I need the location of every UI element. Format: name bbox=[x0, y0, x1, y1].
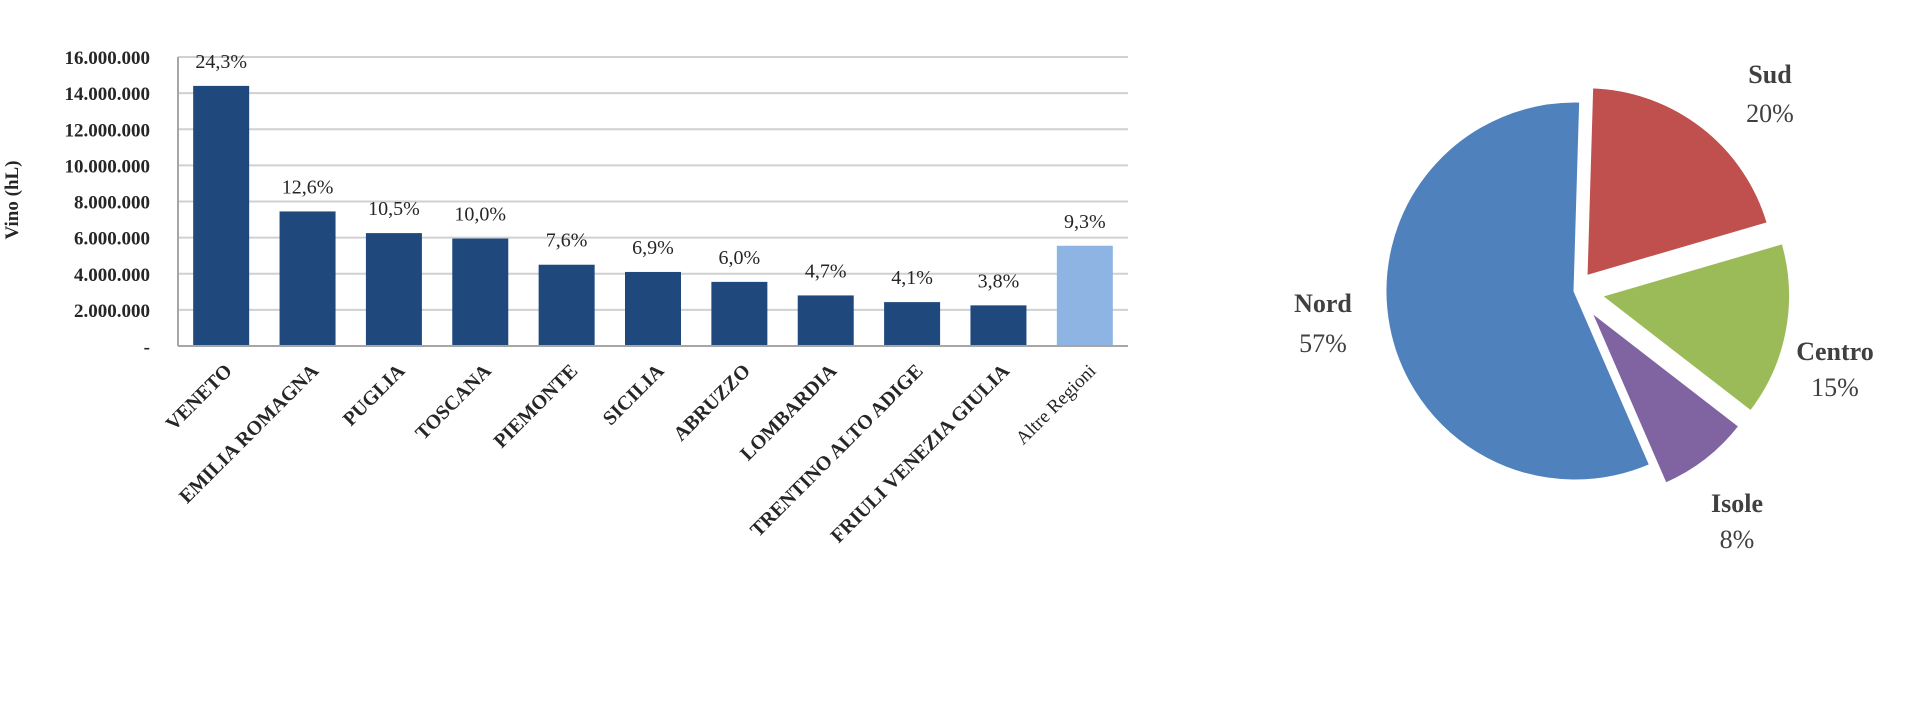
bar-data-label: 6,9% bbox=[632, 237, 674, 259]
bar-chart: - 2.000.000 4.000.000 6.000.000 8.000.000 10.… bbox=[2, 48, 1128, 548]
pie-slice-sud bbox=[1584, 85, 1771, 279]
bar bbox=[279, 211, 336, 346]
bar-data-label: 6,0% bbox=[719, 247, 761, 269]
pie-slice-isole bbox=[1588, 308, 1743, 487]
y-tick-label: 2.000.000 bbox=[74, 301, 150, 322]
y-tick-label: 12.000.000 bbox=[65, 120, 151, 141]
bar-data-label: 3,8% bbox=[978, 270, 1020, 292]
pie-slice-percent: 8% bbox=[1720, 525, 1755, 554]
bar-data-label: 24,3% bbox=[195, 51, 247, 73]
bar bbox=[884, 302, 941, 346]
pie-slice-nord bbox=[1383, 99, 1653, 483]
y-axis-label: Vino (hL) bbox=[2, 160, 23, 239]
bar-data-label: 4,7% bbox=[805, 260, 847, 282]
bar bbox=[365, 233, 422, 346]
pie-slice-centro bbox=[1597, 240, 1793, 415]
bar bbox=[193, 85, 250, 347]
pie-slice-label: Centro bbox=[1796, 337, 1874, 366]
bar-data-label: 9,3% bbox=[1064, 211, 1106, 233]
y-tick-label: 16.000.000 bbox=[65, 48, 151, 69]
pie-slice-label: Isole bbox=[1711, 489, 1763, 518]
bar-data-label: 7,6% bbox=[546, 230, 588, 252]
x-tick-label: Altre Regioni bbox=[1012, 361, 1100, 449]
y-tick-label: 4.000.000 bbox=[74, 265, 150, 286]
bar bbox=[970, 305, 1027, 346]
x-tick-label: PIEMONTE bbox=[490, 360, 583, 453]
y-tick-label: 14.000.000 bbox=[65, 84, 151, 105]
bar bbox=[1056, 245, 1113, 346]
bar bbox=[625, 271, 681, 346]
pie-slice-label: Sud bbox=[1748, 60, 1792, 89]
bar bbox=[452, 238, 509, 346]
pie-slice-label: Nord bbox=[1294, 289, 1352, 318]
y-tick-label: 10.000.000 bbox=[65, 156, 151, 177]
x-tick-label: SICILIA bbox=[599, 360, 669, 430]
pie-chart: Nord 57% Sud 20% Centro 15% Isole 8% bbox=[1294, 60, 1874, 554]
y-tick-label: 6.000.000 bbox=[74, 229, 150, 250]
y-tick-label: 8.000.000 bbox=[74, 193, 150, 214]
x-tick-label: PUGLIA bbox=[339, 360, 410, 431]
bar bbox=[797, 295, 854, 346]
x-tick-label: EMILIA ROMAGNA bbox=[175, 360, 323, 508]
pie-slice-percent: 57% bbox=[1299, 329, 1347, 358]
x-tick-label: ABRUZZO bbox=[669, 360, 754, 445]
bar-data-label: 12,6% bbox=[282, 176, 334, 198]
x-tick-label: TRENTINO ALTO ADIGE bbox=[746, 360, 927, 541]
bar-data-label: 10,5% bbox=[368, 198, 420, 220]
x-tick-label: VENETO bbox=[162, 360, 237, 435]
x-tick-label: FRIULI VENEZIA GIULIA bbox=[827, 360, 1015, 548]
bar bbox=[711, 281, 768, 346]
bar-data-label: 4,1% bbox=[891, 267, 933, 289]
y-tick-label: - bbox=[144, 337, 150, 358]
x-tick-label: TOSCANA bbox=[411, 360, 496, 445]
pie-slice-percent: 20% bbox=[1746, 99, 1794, 128]
bar-data-label: 10,0% bbox=[454, 204, 506, 226]
pie-slice-percent: 15% bbox=[1811, 373, 1859, 402]
bar bbox=[538, 264, 595, 346]
